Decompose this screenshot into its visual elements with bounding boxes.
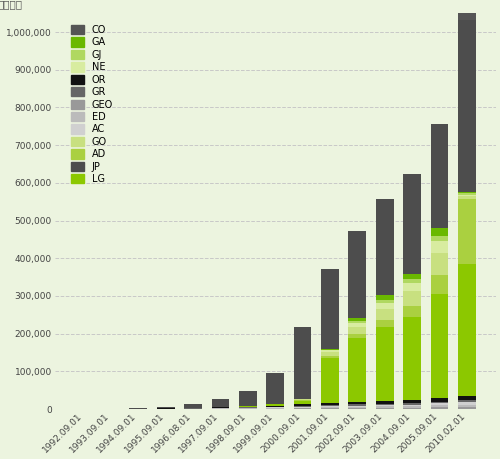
Bar bbox=[430, 228, 448, 235]
Bar bbox=[376, 327, 394, 401]
Bar bbox=[184, 404, 202, 408]
Bar bbox=[458, 200, 476, 263]
Bar bbox=[458, 196, 476, 200]
Bar bbox=[294, 404, 312, 406]
Bar bbox=[321, 406, 339, 407]
Bar bbox=[458, 400, 476, 402]
Bar bbox=[348, 407, 366, 408]
Bar bbox=[430, 407, 448, 409]
Bar bbox=[376, 401, 394, 403]
Bar bbox=[266, 373, 284, 404]
Bar bbox=[184, 408, 202, 409]
Bar bbox=[430, 402, 448, 403]
Bar bbox=[348, 231, 366, 318]
Bar bbox=[430, 241, 448, 252]
Bar bbox=[458, 191, 476, 193]
Bar bbox=[403, 306, 421, 317]
Bar bbox=[321, 351, 339, 353]
Bar bbox=[266, 408, 284, 409]
Bar bbox=[294, 327, 312, 399]
Bar bbox=[458, 396, 476, 400]
Bar bbox=[458, 263, 476, 396]
Bar bbox=[430, 235, 448, 241]
Bar bbox=[376, 300, 394, 303]
Bar bbox=[458, 402, 476, 404]
Bar bbox=[376, 403, 394, 405]
Bar bbox=[294, 406, 312, 407]
Bar bbox=[294, 401, 312, 404]
Bar bbox=[321, 356, 339, 358]
Bar bbox=[403, 406, 421, 408]
Bar bbox=[239, 407, 256, 408]
Bar bbox=[403, 283, 421, 291]
Bar bbox=[458, 193, 476, 195]
Bar bbox=[239, 406, 256, 407]
Bar bbox=[430, 124, 448, 228]
Bar bbox=[348, 408, 366, 409]
Bar bbox=[321, 408, 339, 409]
Bar bbox=[266, 404, 284, 405]
Bar bbox=[403, 400, 421, 403]
Bar bbox=[130, 408, 147, 409]
Bar bbox=[458, 0, 476, 20]
Bar bbox=[458, 195, 476, 196]
Bar bbox=[348, 334, 366, 338]
Bar bbox=[321, 407, 339, 408]
Bar bbox=[212, 399, 230, 407]
Bar bbox=[403, 403, 421, 404]
Bar bbox=[403, 274, 421, 279]
Bar bbox=[403, 404, 421, 406]
Bar bbox=[321, 405, 339, 406]
Bar bbox=[321, 353, 339, 356]
Bar bbox=[321, 348, 339, 350]
Bar bbox=[294, 400, 312, 401]
Bar bbox=[458, 407, 476, 409]
Bar bbox=[348, 406, 366, 407]
Bar bbox=[294, 399, 312, 400]
Bar bbox=[212, 407, 230, 408]
Bar bbox=[321, 350, 339, 351]
Bar bbox=[403, 279, 421, 283]
Bar bbox=[376, 303, 394, 308]
Bar bbox=[430, 405, 448, 407]
Bar bbox=[348, 323, 366, 327]
Bar bbox=[403, 317, 421, 400]
Bar bbox=[458, 404, 476, 407]
Bar bbox=[157, 407, 174, 409]
Bar bbox=[376, 308, 394, 320]
Bar bbox=[266, 405, 284, 407]
Bar bbox=[294, 408, 312, 409]
Bar bbox=[430, 398, 448, 402]
Bar bbox=[403, 408, 421, 409]
Bar bbox=[294, 407, 312, 408]
Bar bbox=[376, 407, 394, 408]
Bar bbox=[348, 318, 366, 321]
Bar bbox=[430, 275, 448, 294]
Bar bbox=[376, 320, 394, 327]
Bar bbox=[348, 404, 366, 406]
Bar bbox=[376, 199, 394, 296]
Bar bbox=[458, 20, 476, 191]
Bar bbox=[348, 338, 366, 402]
Bar bbox=[239, 391, 256, 406]
Bar bbox=[430, 252, 448, 275]
Bar bbox=[376, 408, 394, 409]
Bar bbox=[348, 321, 366, 323]
Y-axis label: （件数）: （件数） bbox=[0, 0, 22, 9]
Bar bbox=[321, 269, 339, 348]
Legend: CO, GA, GJ, NE, OR, GR, GEO, ED, AC, GO, AD, JP, LG: CO, GA, GJ, NE, OR, GR, GEO, ED, AC, GO,… bbox=[68, 22, 116, 187]
Bar bbox=[376, 296, 394, 300]
Bar bbox=[430, 403, 448, 405]
Bar bbox=[348, 327, 366, 334]
Bar bbox=[430, 294, 448, 398]
Bar bbox=[376, 405, 394, 407]
Bar bbox=[403, 291, 421, 306]
Bar bbox=[403, 174, 421, 274]
Bar bbox=[348, 402, 366, 404]
Bar bbox=[321, 403, 339, 405]
Bar bbox=[321, 358, 339, 403]
Bar bbox=[266, 407, 284, 408]
